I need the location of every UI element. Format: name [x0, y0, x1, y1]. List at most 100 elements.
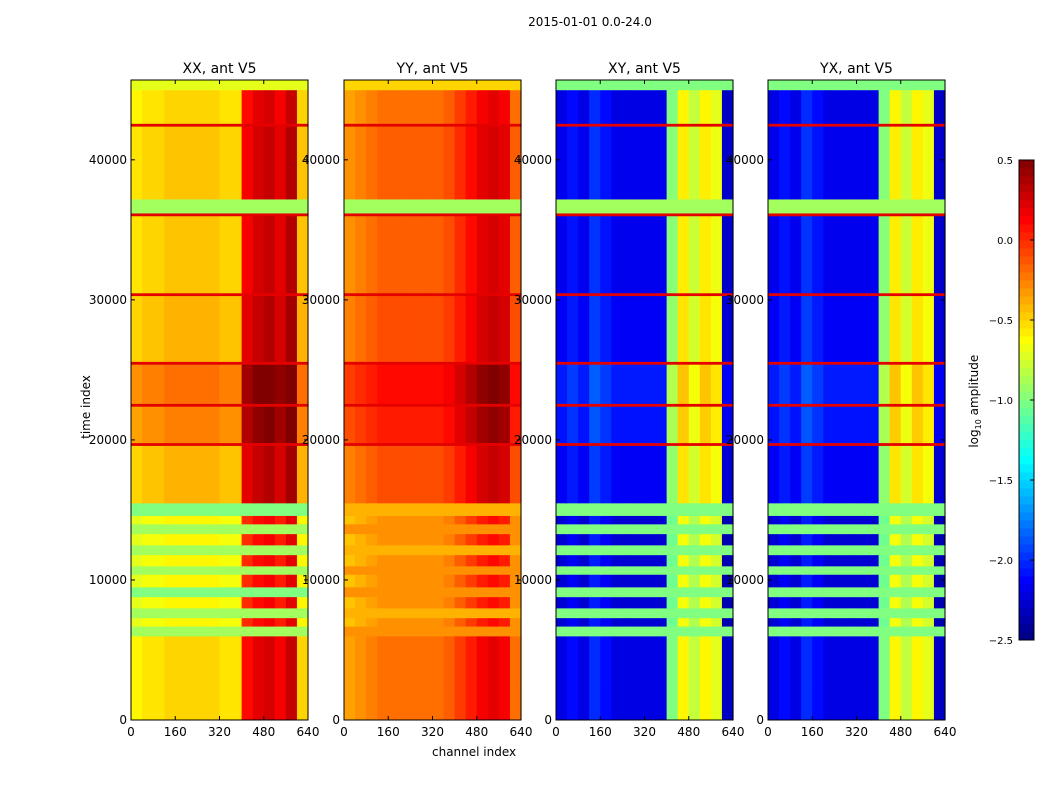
- heatmap-cell: [355, 523, 367, 535]
- heatmap-cell: [611, 682, 623, 721]
- heatmap-cell: [197, 213, 210, 217]
- heatmap-cell: [153, 626, 165, 637]
- heatmap-cell: [812, 361, 824, 365]
- heatmap-cell: [644, 215, 657, 294]
- heatmap-cell: [355, 215, 367, 294]
- heatmap-cell: [153, 635, 165, 683]
- heatmap-cell: [208, 586, 221, 598]
- heatmap-cell: [285, 533, 298, 546]
- heatmap-cell: [487, 544, 500, 556]
- heatmap-cell: [344, 123, 356, 127]
- heatmap-cell: [230, 626, 243, 637]
- heatmap-cell: [889, 635, 902, 683]
- heatmap-cell: [611, 445, 623, 504]
- heatmap-cell: [911, 574, 924, 588]
- heatmap-cell: [164, 626, 176, 637]
- heatmap-cell: [845, 126, 858, 200]
- heatmap-cell: [509, 295, 522, 362]
- heatmap-cell: [556, 295, 568, 362]
- colorbar-swatch: [1019, 376, 1034, 385]
- heatmap-cell: [197, 126, 210, 200]
- heatmap-cell: [688, 123, 701, 127]
- heatmap-cell: [410, 574, 423, 588]
- heatmap-cell: [421, 442, 434, 446]
- heatmap-cell: [655, 596, 668, 609]
- heatmap-cell: [655, 215, 668, 294]
- heatmap-cell: [421, 515, 434, 525]
- heatmap-cell: [589, 554, 601, 567]
- heatmap-cell: [889, 89, 902, 124]
- heatmap-cell: [252, 533, 265, 546]
- heatmap-cell: [878, 89, 891, 124]
- heatmap-cell: [933, 617, 946, 627]
- heatmap-cell: [410, 213, 423, 217]
- heatmap-cell: [823, 123, 835, 127]
- heatmap-cell: [655, 364, 668, 404]
- heatmap-cell: [208, 544, 221, 556]
- heatmap-cell: [208, 123, 221, 127]
- heatmap-cell: [509, 586, 522, 598]
- heatmap-cell: [633, 123, 646, 127]
- heatmap-cell: [296, 403, 309, 407]
- heatmap-cell: [142, 364, 154, 404]
- heatmap-cell: [933, 445, 946, 504]
- heatmap-cell: [933, 292, 946, 297]
- heatmap-cell: [487, 361, 500, 365]
- heatmap-cell: [677, 635, 690, 683]
- heatmap-cell: [230, 554, 243, 567]
- heatmap-cell: [666, 515, 679, 525]
- heatmap-cell: [633, 617, 646, 627]
- heatmap-cell: [699, 586, 712, 598]
- x-tick-label: 640: [934, 725, 957, 739]
- heatmap-cell: [175, 445, 187, 504]
- heatmap-cell: [487, 123, 500, 127]
- heatmap-cell: [790, 635, 802, 683]
- heatmap-cell: [131, 626, 143, 637]
- heatmap-cell: [779, 523, 791, 535]
- heatmap-cell: [377, 586, 389, 598]
- heatmap-cell: [285, 199, 298, 214]
- heatmap-cell: [867, 80, 880, 91]
- heatmap-cell: [366, 626, 378, 637]
- heatmap-cell: [476, 403, 489, 407]
- heatmap-cell: [175, 126, 187, 200]
- heatmap-cell: [768, 80, 780, 91]
- heatmap-cell: [498, 442, 511, 446]
- heatmap-cell: [922, 295, 935, 362]
- heatmap-cell: [366, 515, 378, 525]
- heatmap-cell: [175, 295, 187, 362]
- heatmap-cell: [344, 406, 356, 444]
- heatmap-cell: [399, 607, 411, 619]
- heatmap-cell: [410, 199, 423, 214]
- heatmap-cell: [611, 89, 623, 124]
- heatmap-cell: [443, 199, 456, 214]
- heatmap-cell: [465, 445, 478, 504]
- heatmap-cell: [768, 199, 780, 214]
- heatmap-cell: [644, 89, 657, 124]
- heatmap-cell: [388, 213, 400, 217]
- heatmap-cell: [801, 607, 813, 619]
- heatmap-cell: [911, 442, 924, 446]
- heatmap-cell: [878, 574, 891, 588]
- heatmap-cell: [567, 682, 579, 721]
- heatmap-cell: [856, 586, 869, 598]
- heatmap-cell: [476, 126, 489, 200]
- heatmap-cell: [153, 89, 165, 124]
- colorbar-swatch: [1019, 520, 1034, 529]
- heatmap-cell: [487, 215, 500, 294]
- heatmap-cell: [274, 515, 287, 525]
- heatmap-cell: [889, 199, 902, 214]
- heatmap-cell: [421, 502, 434, 516]
- colorbar-swatch: [1019, 416, 1034, 425]
- heatmap-cell: [845, 213, 858, 217]
- heatmap-cell: [388, 596, 400, 609]
- heatmap-cell: [611, 361, 623, 365]
- heatmap-cell: [252, 626, 265, 637]
- heatmap-cell: [252, 213, 265, 217]
- heatmap-cell: [666, 89, 679, 124]
- heatmap-cell: [567, 295, 579, 362]
- heatmap-cell: [263, 126, 276, 200]
- heatmap-cell: [556, 626, 568, 637]
- heatmap-cell: [600, 364, 612, 404]
- heatmap-cell: [611, 635, 623, 683]
